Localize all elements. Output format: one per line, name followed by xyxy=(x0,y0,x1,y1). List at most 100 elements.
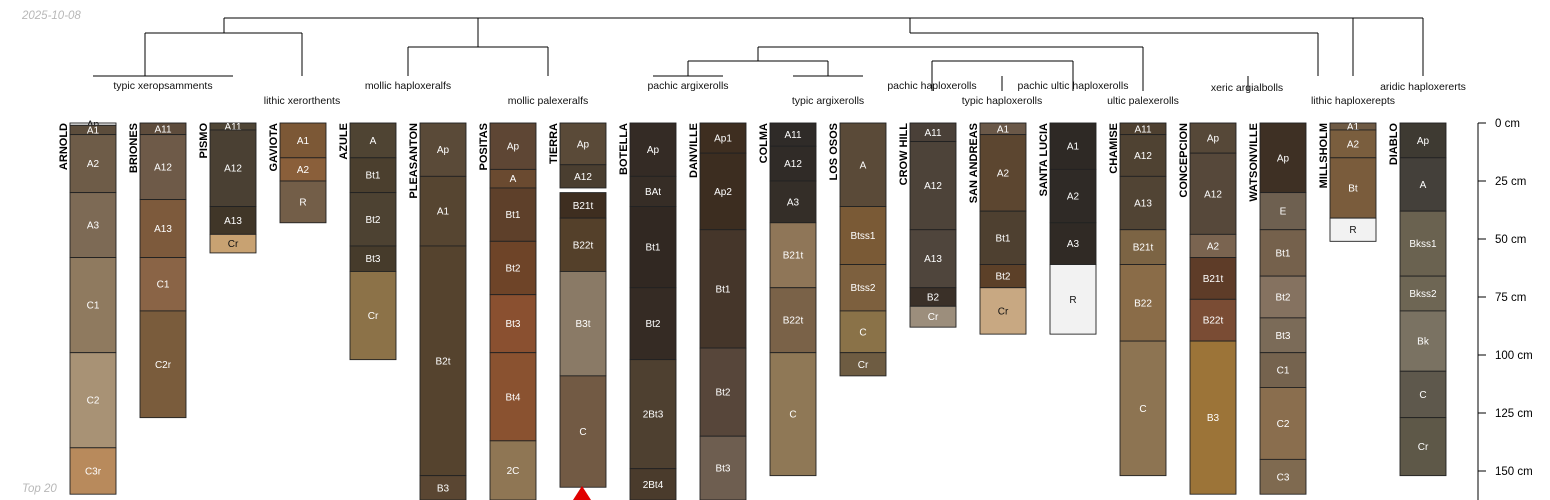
horizon-label: A xyxy=(510,174,517,185)
horizon-label: Bt xyxy=(1348,183,1358,194)
horizon-label: A2 xyxy=(1067,192,1080,203)
horizon-block xyxy=(559,122,607,166)
horizon-label: 2C xyxy=(507,466,520,477)
horizon-block xyxy=(69,352,117,449)
taxon-label: typic haploxerolls xyxy=(962,95,1043,107)
horizon-label: 2Bt3 xyxy=(643,410,664,421)
horizon-label: A12 xyxy=(784,159,802,170)
profile-name: PISMO xyxy=(198,123,210,159)
horizon-label: C xyxy=(1419,390,1426,401)
axis-tick-label: 100 cm xyxy=(1495,350,1533,362)
horizon-block xyxy=(769,352,817,477)
horizon-label: Bt3 xyxy=(1275,331,1290,342)
horizon-block xyxy=(1189,340,1237,495)
horizon-label: A12 xyxy=(924,181,942,192)
horizon-block xyxy=(1259,387,1307,460)
taxon-label: lithic xerorthents xyxy=(264,95,340,107)
horizon-label: A1 xyxy=(87,125,100,136)
horizon-block xyxy=(979,287,1027,335)
date-label: 2025-10-08 xyxy=(21,10,81,22)
horizon-label: Cr xyxy=(368,311,379,322)
horizon-label: Ap xyxy=(1277,153,1290,164)
horizon-block xyxy=(139,310,187,419)
horizon-label: A11 xyxy=(924,128,941,139)
horizon-block xyxy=(419,175,467,247)
horizon-label: A11 xyxy=(784,130,801,141)
axis-tick-label: 25 cm xyxy=(1495,176,1526,188)
horizon-block xyxy=(349,271,397,361)
taxon-label: pachic ultic haploxerolls xyxy=(1018,80,1129,92)
profile-botella: Ap BAt Bt1 Bt2 2Bt3 2Bt4 BOTELLA xyxy=(618,122,677,500)
horizon-label: Ap1 xyxy=(714,134,732,145)
horizon-label: Bt2 xyxy=(645,319,660,330)
horizon-label: Cr xyxy=(1418,442,1429,453)
horizon-label: C1 xyxy=(1277,366,1290,377)
horizon-block xyxy=(629,359,677,470)
horizon-block xyxy=(699,435,747,500)
profile-name: CONCEPCION xyxy=(1178,123,1190,198)
horizon-block xyxy=(909,141,957,231)
horizon-block xyxy=(1399,370,1447,419)
horizon-block xyxy=(559,217,607,272)
profile-briones: A11 A12 A13 C1 C2r BRIONES xyxy=(128,122,187,419)
horizon-block xyxy=(349,245,397,272)
horizon-label: B21t xyxy=(783,251,804,262)
horizon-label: A1 xyxy=(437,207,450,218)
horizon-label: A2 xyxy=(1207,241,1220,252)
horizon-label: A xyxy=(1420,180,1427,191)
horizon-label: Bkss1 xyxy=(1409,239,1437,250)
horizon-label: B22 xyxy=(1134,298,1152,309)
horizon-label: B2t xyxy=(435,356,450,367)
horizon-label: A12 xyxy=(1134,151,1152,162)
horizon-block xyxy=(769,222,817,289)
horizon-label: A2 xyxy=(87,159,100,170)
horizon-block xyxy=(489,187,537,242)
profile-positas: Ap A Bt1 Bt2 Bt3 Bt4 2C POSITAS xyxy=(478,122,537,500)
profile-colma: A11 A12 A3 B21t B22t C COLMA xyxy=(758,122,817,477)
horizon-label: A1 xyxy=(297,136,310,147)
horizon-block xyxy=(1399,310,1447,372)
horizon-label: C3 xyxy=(1277,472,1290,483)
horizon-block xyxy=(699,229,747,349)
axis-tick-label: 75 cm xyxy=(1495,292,1526,304)
horizon-block xyxy=(1119,229,1167,265)
horizon-label: R xyxy=(299,197,306,208)
horizon-block xyxy=(489,122,537,170)
horizon-label: A1 xyxy=(997,124,1010,135)
horizon-label: B22t xyxy=(1203,316,1224,327)
horizon-block xyxy=(699,122,747,154)
profile-concepcion: Ap A12 A2 B21t B22t B3 CONCEPCION xyxy=(1178,122,1237,495)
horizon-block xyxy=(209,233,257,254)
horizon-label: Bt3 xyxy=(715,464,730,475)
horizon-label: Bt4 xyxy=(505,392,520,403)
horizon-label: Btss1 xyxy=(850,231,875,242)
horizon-label: Bt3 xyxy=(365,254,380,265)
horizon-label: B21t xyxy=(573,201,594,212)
horizon-label: Bt2 xyxy=(505,264,520,275)
profile-name: SANTA LUCIA xyxy=(1038,123,1050,196)
horizon-block xyxy=(1189,152,1237,235)
profile-pismo: A11 A12 A13 Cr PISMO xyxy=(198,122,257,254)
horizon-label: Bt1 xyxy=(715,284,730,295)
horizon-block xyxy=(629,287,677,361)
profile-name: COLMA xyxy=(758,123,770,163)
horizon-block xyxy=(1049,168,1097,224)
profile-danville: Ap1 Ap2 Bt1 Bt2 Bt3 DANVILLE xyxy=(688,122,747,500)
horizon-label: Ap xyxy=(1417,136,1430,147)
profile-gaviota: A1 A2 R GAVIOTA xyxy=(268,122,327,224)
horizon-block xyxy=(209,206,257,235)
profile-chamise: A11 A12 A13 B21t B22 C CHAMISE xyxy=(1108,122,1167,477)
axis-tick-label: 0 cm xyxy=(1495,118,1520,130)
profile-arnold: ApA1A2A3C1C2C3rARNOLD xyxy=(58,120,117,495)
soil-profiles: Ap A1 A2 A3 C1 C2 C3r ARNOLD A11 A12 A13 C1 C2r BRION… xyxy=(58,120,1447,500)
horizon-label: C2 xyxy=(87,396,100,407)
horizon-block xyxy=(839,310,887,354)
profile-pleasanton: Ap A1 B2t B3 PLEASANTON xyxy=(408,122,467,500)
horizon-label: 2Bt4 xyxy=(643,480,664,491)
taxon-label: aridic haploxererts xyxy=(1380,81,1466,93)
horizon-block xyxy=(1259,352,1307,388)
horizon-label: C2r xyxy=(155,360,172,371)
horizon-block xyxy=(559,375,607,488)
horizon-block xyxy=(839,264,887,312)
